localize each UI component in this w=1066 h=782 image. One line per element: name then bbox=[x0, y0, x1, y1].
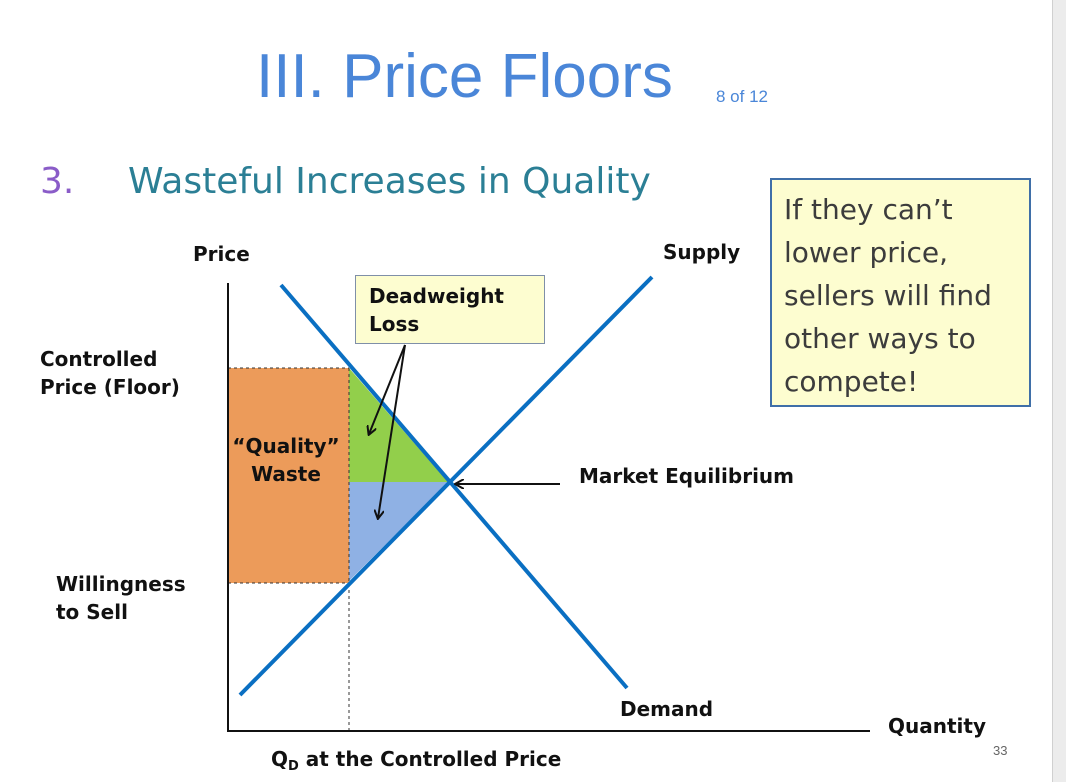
willingness-line: to Sell bbox=[56, 600, 128, 624]
section-number: 3. bbox=[40, 161, 75, 202]
willingness-line: Willingness bbox=[56, 572, 186, 596]
controlled-price-line: Controlled bbox=[40, 347, 158, 371]
section-title: Wasteful Increases in Quality bbox=[128, 161, 651, 202]
qd-axis-label: QD at the Controlled Price bbox=[271, 747, 561, 774]
callout-box: If they can’t lower price, sellers will … bbox=[770, 178, 1031, 407]
deadweight-arrow-upper bbox=[369, 344, 406, 434]
deadweight-label-line: Loss bbox=[369, 312, 420, 336]
qd-sub: D bbox=[288, 759, 299, 774]
deadweight-loss-label-box: Deadweight Loss bbox=[355, 275, 545, 344]
slide-counter: 8 of 12 bbox=[716, 87, 768, 106]
x-axis-label: Quantity bbox=[888, 714, 986, 738]
supply-label: Supply bbox=[663, 240, 741, 264]
willingness-label: Willingness to Sell bbox=[56, 570, 186, 626]
page-number: 33 bbox=[993, 743, 1008, 758]
slide-title: III. Price Floors bbox=[256, 42, 673, 111]
callout-line: other ways to bbox=[784, 322, 976, 355]
quality-waste-area bbox=[228, 368, 349, 583]
quality-waste-line: Waste bbox=[251, 462, 321, 486]
callout-line: sellers will find bbox=[784, 279, 992, 312]
deadweight-label-line: Deadweight bbox=[369, 284, 504, 308]
callout-line: If they can’t bbox=[784, 193, 953, 226]
scrollbar-track[interactable] bbox=[1052, 0, 1066, 782]
callout-line: compete! bbox=[784, 365, 919, 398]
y-axis-label: Price bbox=[193, 242, 250, 266]
demand-label: Demand bbox=[620, 697, 714, 721]
controlled-price-line: Price (Floor) bbox=[40, 375, 180, 399]
qd-main: Q bbox=[271, 747, 289, 771]
supply-curve bbox=[238, 275, 654, 697]
quality-waste-line: “Quality” bbox=[232, 434, 340, 458]
quality-waste-label: “Quality” Waste bbox=[226, 432, 346, 488]
deadweight-arrow-lower bbox=[378, 344, 406, 518]
qd-rest: at the Controlled Price bbox=[298, 747, 562, 771]
callout-line: lower price, bbox=[784, 236, 949, 269]
controlled-price-label: Controlled Price (Floor) bbox=[40, 345, 180, 401]
equilibrium-label: Market Equilibrium bbox=[579, 464, 795, 488]
